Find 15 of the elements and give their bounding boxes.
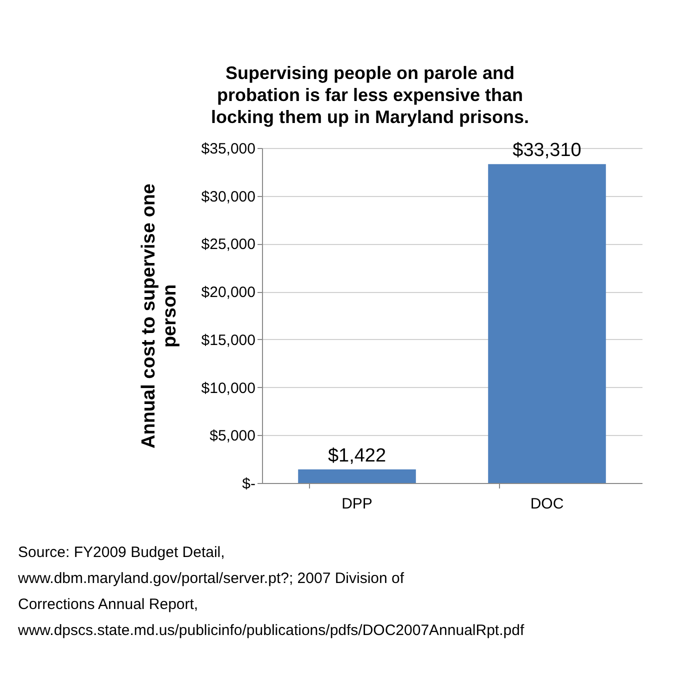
y-tick-label: $20,000	[201, 284, 256, 302]
x-tick-label: DPP	[342, 496, 372, 512]
x-tick-label: DOC	[530, 496, 564, 512]
y-tick-label: $25,000	[201, 236, 256, 254]
y-tick-label: $35,000	[201, 140, 256, 158]
y-tick-label: $-	[242, 476, 256, 492]
data-label: $1,422	[328, 445, 386, 466]
y-tick-label: $30,000	[201, 188, 256, 206]
y-tick-label: $10,000	[201, 380, 256, 397]
y-tick-label: $5,000	[210, 428, 256, 445]
source-note: Source: FY2009 Budget Detail, www.dbm.maryland.gov/portal/server.pt?; 2007 Division of Corrections Annual Report, www.dpscs.state.md.us/publicinfo/publications/pdfs/DOC2007AnnualRpt.pdf	[17, 544, 525, 639]
y-axis-title: Annual cost to supervise one person	[138, 184, 180, 448]
data-label: $33,310	[512, 140, 582, 162]
y-tick-label: $15,000	[201, 332, 256, 349]
chart-title: Supervising people on parole and probation is far less expensive than locking them up in Maryland prisons.	[210, 63, 530, 127]
